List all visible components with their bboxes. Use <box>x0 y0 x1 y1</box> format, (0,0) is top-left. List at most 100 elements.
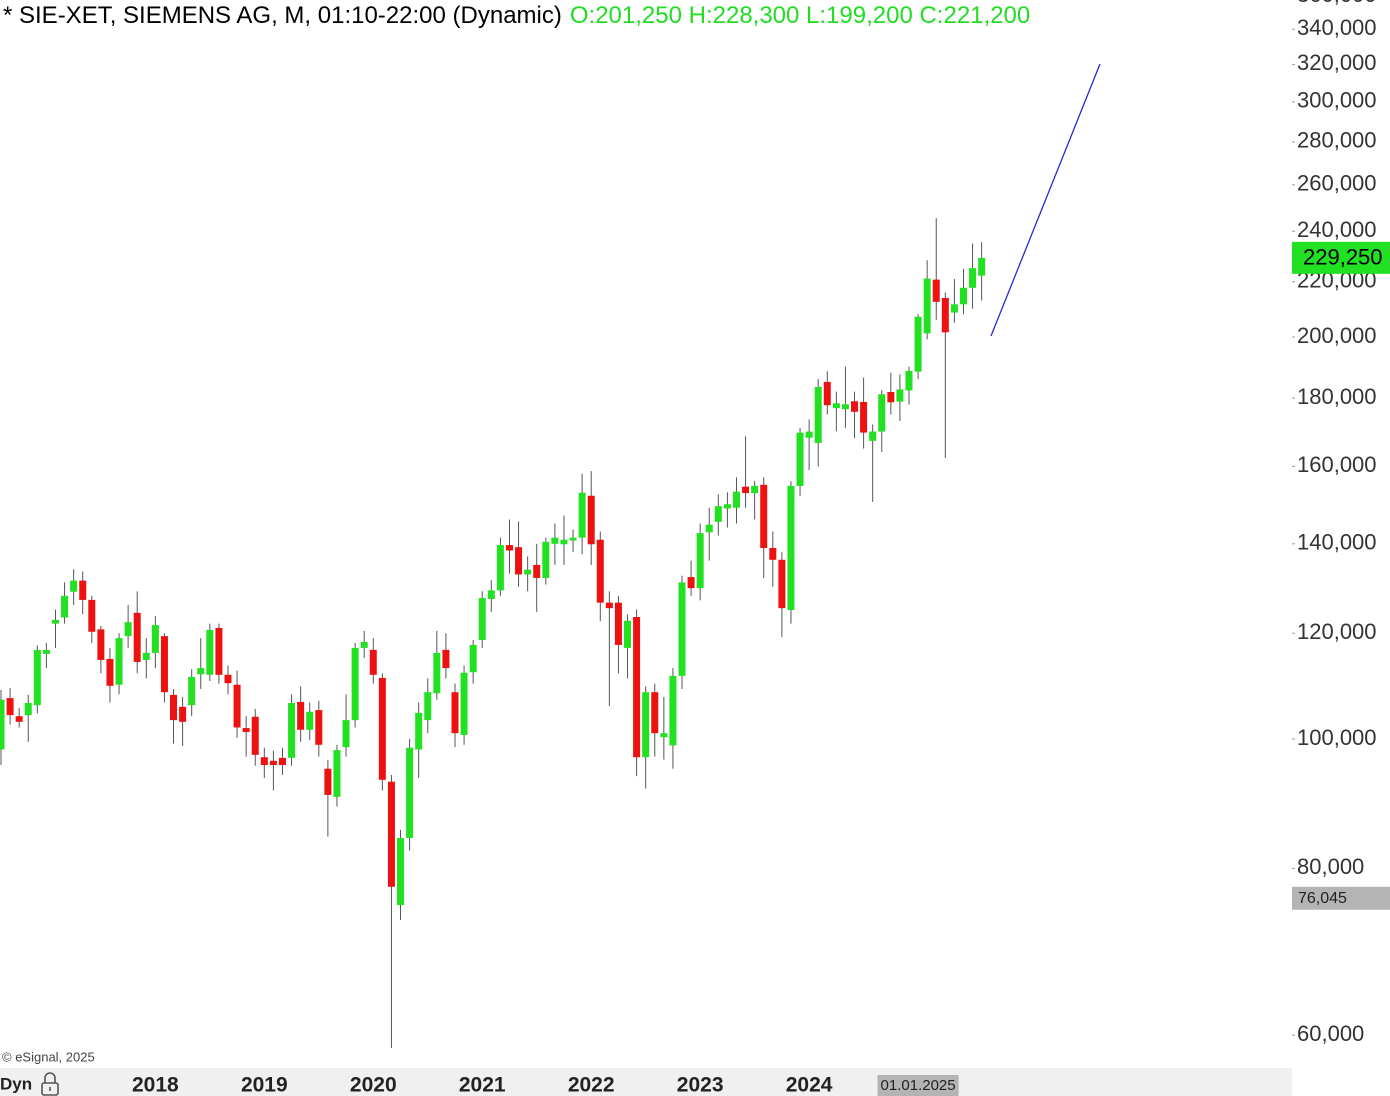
candle-body <box>969 268 977 288</box>
candle-body <box>88 599 96 632</box>
candle-body <box>415 712 423 750</box>
mode-label[interactable]: Dyn <box>0 1074 32 1093</box>
plot <box>0 218 986 1048</box>
candle-body <box>778 559 786 609</box>
candle-body <box>15 716 23 722</box>
candle-body <box>170 694 178 721</box>
candle-body <box>678 582 686 676</box>
candle-body <box>251 716 259 755</box>
candle-body <box>805 431 813 438</box>
x-tick-label: 2020 <box>350 1074 397 1096</box>
candle-body <box>696 533 704 589</box>
candle-body <box>769 547 777 560</box>
candle-body <box>651 692 659 734</box>
candle-body <box>433 652 441 694</box>
candle-body <box>669 675 677 746</box>
candle-body <box>932 279 940 302</box>
candle-body <box>823 381 831 406</box>
candle-body <box>160 636 168 693</box>
candle-body <box>687 577 695 589</box>
candle-body <box>387 781 395 887</box>
candle-body <box>814 386 822 443</box>
ohlc-readout: O:201,250 H:228,300 L:199,200 C:221,200 <box>570 2 1030 29</box>
y-tick-label: 180,000 <box>1297 384 1377 409</box>
candle-body <box>124 622 132 637</box>
candle-body <box>360 641 368 648</box>
candle-body <box>115 638 123 685</box>
candle-body <box>742 486 750 494</box>
candle-body <box>79 580 87 600</box>
candle-body <box>0 699 5 750</box>
crosshair-y-box <box>1292 886 1390 910</box>
x-tick-label: 01.01.2025 <box>881 1077 956 1094</box>
x-tick-label: 2018 <box>132 1074 179 1096</box>
candle-body <box>560 539 568 545</box>
candle-body <box>515 547 523 575</box>
candle-body <box>496 545 504 591</box>
candle-body <box>642 692 650 758</box>
copyright: © eSignal, 2025 <box>2 1049 95 1064</box>
candle-body <box>333 750 341 797</box>
candle-body <box>950 304 958 313</box>
candle-body <box>860 401 868 433</box>
candle-body <box>42 649 50 654</box>
candle-body <box>869 431 877 441</box>
candle-body <box>905 371 913 391</box>
candle-body <box>188 676 196 706</box>
y-tick-label: 100,000 <box>1297 725 1377 750</box>
candle-body <box>832 403 840 409</box>
candle-body <box>224 674 232 684</box>
candle-body <box>624 620 632 648</box>
candle-body <box>351 647 359 721</box>
candle-body <box>605 602 613 609</box>
candle-body <box>923 278 931 334</box>
candle-body <box>732 491 740 508</box>
candle-body <box>24 702 32 716</box>
candle-body <box>206 629 214 675</box>
y-tick-label: 160,000 <box>1297 452 1377 477</box>
header: * SIE-XET, SIEMENS AG, M, 01:10-22:00 (D… <box>3 2 1030 29</box>
y-tick-label: 360,000 <box>1297 0 1377 7</box>
candle-body <box>578 492 586 538</box>
x-tick-label: 2019 <box>241 1074 288 1096</box>
y-tick-label: 80,000 <box>1297 854 1364 879</box>
candle-body <box>288 702 296 758</box>
y-tick-label: 120,000 <box>1297 619 1377 644</box>
candle-body <box>297 701 305 730</box>
candle-body <box>714 506 722 522</box>
candle-body <box>478 598 486 641</box>
cursor-date-box <box>877 1075 959 1096</box>
candle-body <box>533 564 541 578</box>
candle-body <box>242 728 250 733</box>
candle-body <box>487 590 495 599</box>
y-tick-label: 140,000 <box>1297 530 1377 555</box>
candle-body <box>614 602 622 645</box>
lock-icon[interactable] <box>41 1072 59 1096</box>
y-tick-label: 60,000 <box>1297 1021 1364 1046</box>
candle-body <box>197 668 205 675</box>
y-tick-label: 300,000 <box>1297 88 1377 113</box>
candle-body <box>315 710 323 745</box>
candle-body <box>269 760 277 766</box>
candle-body <box>551 537 559 544</box>
y-tick-label: 280,000 <box>1297 128 1377 153</box>
candle-body <box>51 619 59 624</box>
candle-body <box>796 432 804 486</box>
candle-body <box>841 404 849 410</box>
candle-body <box>914 316 922 372</box>
candle-body <box>151 625 159 653</box>
y-tick-label: 320,000 <box>1297 50 1377 75</box>
candle-body <box>233 684 241 728</box>
candle-body <box>959 287 967 305</box>
candle-body <box>633 617 641 758</box>
candle-body <box>6 698 14 716</box>
candle-body <box>324 768 332 795</box>
candle-body <box>306 711 314 730</box>
candle-body <box>369 649 377 675</box>
x-tick-label: 2022 <box>568 1074 615 1096</box>
candle-body <box>896 389 904 402</box>
y-tick-label: 200,000 <box>1297 323 1377 348</box>
candle-body <box>378 677 386 780</box>
trend-line[interactable] <box>990 63 1101 337</box>
